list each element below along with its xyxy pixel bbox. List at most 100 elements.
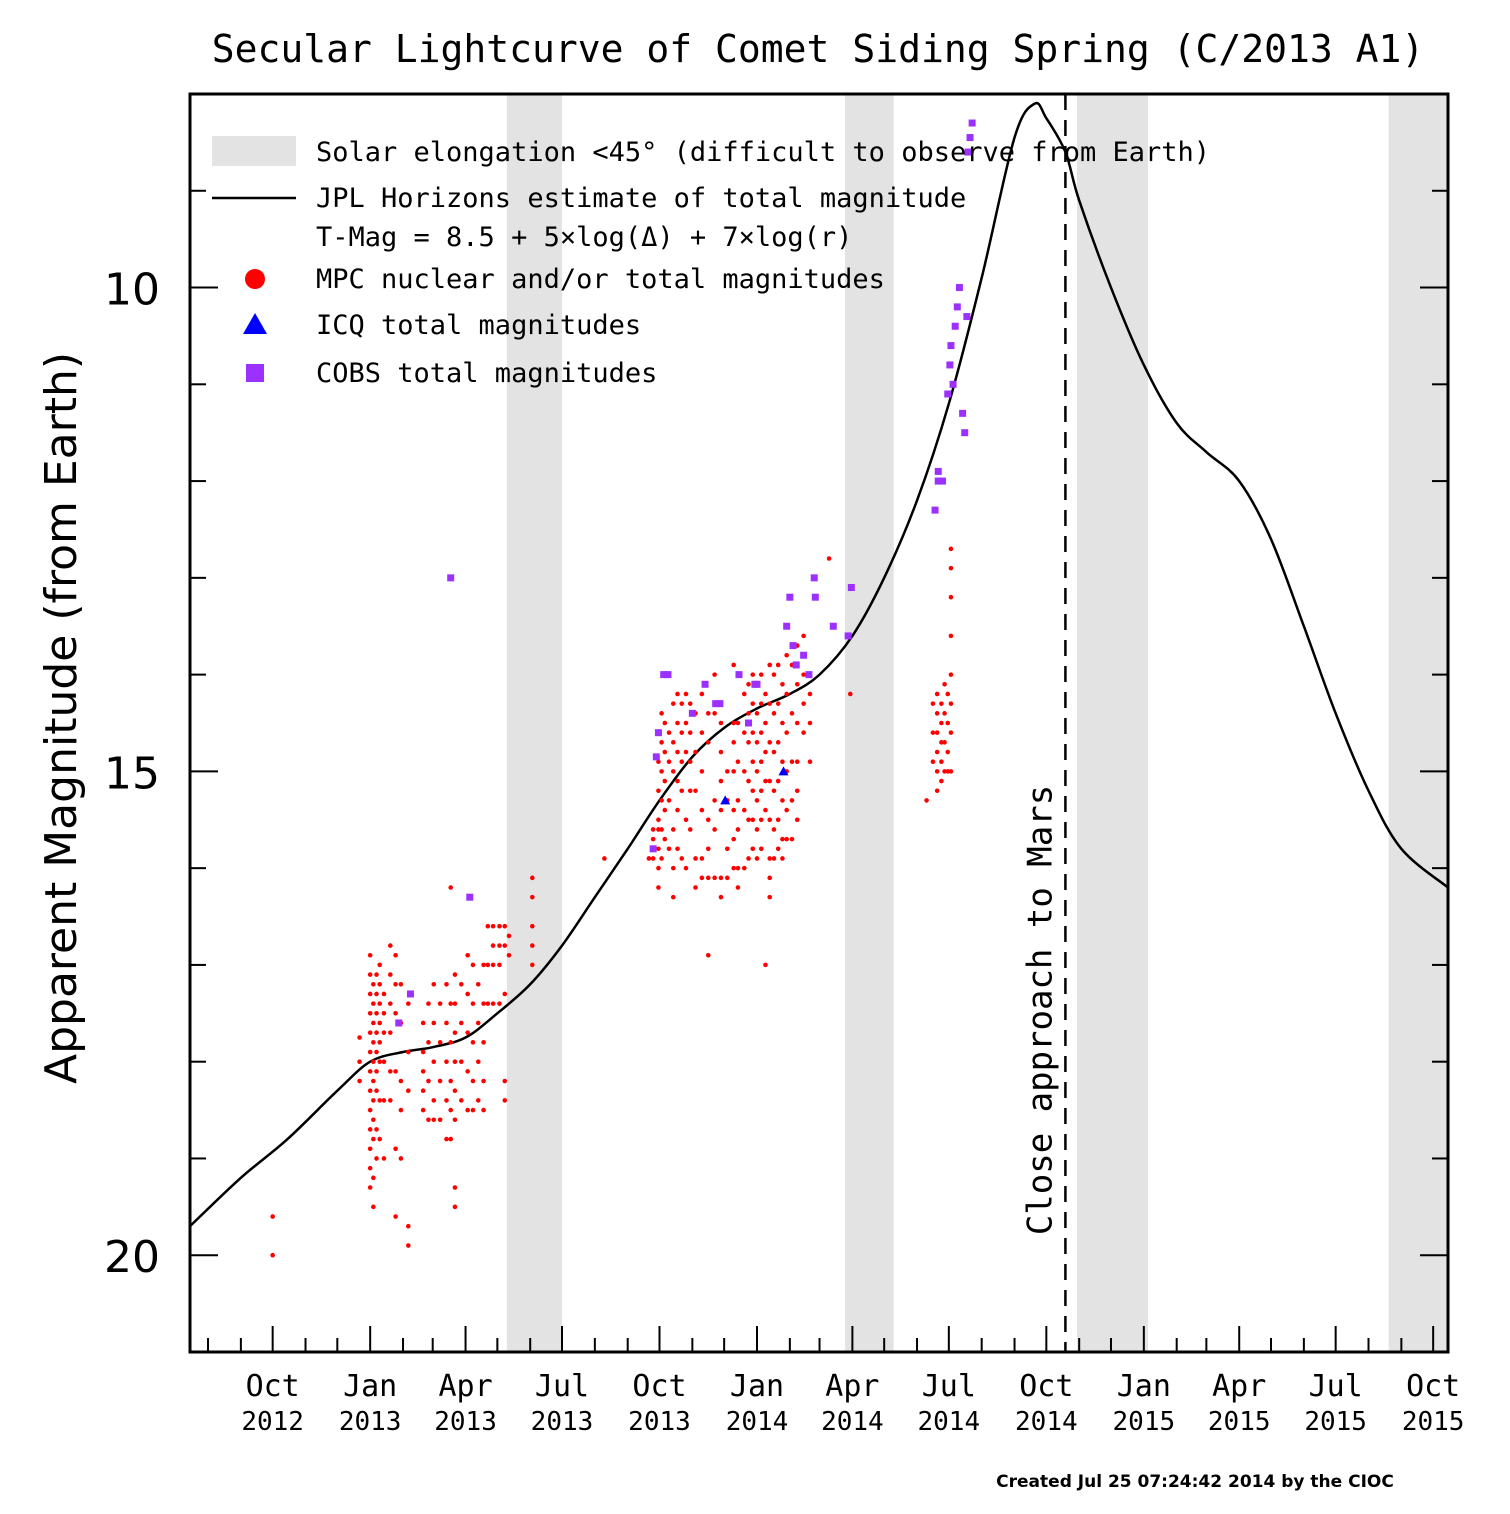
mpc-point xyxy=(485,962,491,968)
mpc-point xyxy=(377,962,383,968)
mpc-point xyxy=(746,711,751,716)
mpc-point xyxy=(444,1098,449,1103)
mpc-point xyxy=(431,1098,437,1103)
chart-title: Secular Lightcurve of Comet Siding Sprin… xyxy=(212,27,1425,71)
cobs-point xyxy=(447,574,455,582)
mpc-point xyxy=(687,759,693,765)
mpc-point xyxy=(771,672,777,677)
mpc-point xyxy=(670,865,676,871)
y-tick-label: 10 xyxy=(104,265,160,316)
mpc-point xyxy=(767,875,773,881)
mpc-point xyxy=(780,856,785,861)
mpc-point xyxy=(758,817,764,823)
mpc-point xyxy=(763,749,768,755)
legend-label: JPL Horizons estimate of total magnitude xyxy=(316,183,966,214)
mpc-point xyxy=(948,672,954,677)
mpc-point xyxy=(656,827,661,832)
mpc-point xyxy=(784,807,789,813)
mpc-point xyxy=(948,769,954,774)
cobs-point xyxy=(800,651,808,659)
cobs-point xyxy=(961,429,969,437)
mpc-point xyxy=(506,933,512,939)
mpc-point xyxy=(465,1107,470,1113)
x-tick-label-month: Jul xyxy=(535,1369,589,1404)
mpc-point xyxy=(705,711,711,716)
mpc-point xyxy=(448,885,454,890)
mpc-point xyxy=(452,1185,458,1190)
cobs-point xyxy=(783,622,791,630)
mpc-point xyxy=(670,740,676,745)
mpc-point xyxy=(393,1214,398,1219)
mpc-point xyxy=(475,1020,481,1026)
mpc-point xyxy=(357,1078,362,1084)
mpc-point xyxy=(437,1040,443,1045)
mpc-point xyxy=(679,856,685,861)
cobs-point xyxy=(701,680,709,688)
mpc-point xyxy=(775,817,781,823)
cobs-point xyxy=(947,342,955,350)
x-tick-label-year: 2014 xyxy=(726,1407,789,1437)
mpc-point xyxy=(794,788,800,794)
mpc-point xyxy=(388,943,393,948)
x-tick-label-year: 2015 xyxy=(1208,1407,1271,1437)
mpc-point xyxy=(659,711,664,716)
jpl-horizons-line xyxy=(189,101,1449,1228)
mpc-point xyxy=(705,875,711,881)
mpc-point xyxy=(675,691,680,697)
mpc-point xyxy=(731,807,736,813)
mpc-point xyxy=(746,856,751,861)
mpc-point xyxy=(775,662,781,668)
mpc-point xyxy=(470,1040,476,1045)
mpc-point xyxy=(426,1001,431,1006)
x-tick-label-year: 2013 xyxy=(531,1407,594,1437)
mpc-point xyxy=(377,1040,383,1045)
mpc-point xyxy=(705,846,711,852)
mpc-point xyxy=(650,856,656,861)
mpc-point xyxy=(741,865,747,871)
mpc-point xyxy=(444,1020,449,1026)
mpc-point xyxy=(388,1001,393,1006)
mpc-point xyxy=(662,720,668,726)
cobs-point xyxy=(735,671,743,679)
mpc-point xyxy=(485,923,491,929)
mpc-point xyxy=(656,865,661,871)
solar-elongation-band xyxy=(1388,94,1448,1352)
mpc-point xyxy=(801,672,806,677)
x-tick-label-month: Jul xyxy=(1309,1369,1363,1404)
solar-elongation-band xyxy=(506,94,562,1352)
mpc-point xyxy=(746,817,751,823)
icq-point xyxy=(720,795,731,805)
mpc-point xyxy=(693,749,698,755)
mpc-point xyxy=(490,943,496,948)
cobs-point xyxy=(395,1019,403,1027)
mpc-point xyxy=(431,1117,437,1123)
mpc-point xyxy=(794,817,800,823)
cobs-point xyxy=(406,990,414,998)
x-tick-label-month: Jul xyxy=(922,1369,976,1404)
mpc-point xyxy=(693,856,698,861)
mpc-point xyxy=(687,788,693,794)
mpc-point xyxy=(750,817,756,823)
mpc-point xyxy=(771,749,777,755)
mpc-point xyxy=(656,817,661,823)
mpc-point xyxy=(939,759,944,765)
mpc-point xyxy=(371,1059,376,1064)
mpc-point xyxy=(746,681,751,687)
mpc-point xyxy=(718,749,724,755)
mpc-point xyxy=(767,701,773,706)
x-tick-label-year: 2013 xyxy=(339,1407,402,1437)
mpc-point xyxy=(398,981,404,987)
mpc-point xyxy=(683,749,689,755)
mpc-point xyxy=(767,662,773,668)
mpc-point xyxy=(367,1030,373,1035)
mpc-point xyxy=(675,846,680,852)
mpc-point xyxy=(718,875,724,881)
mpc-point xyxy=(659,740,664,745)
mpc-point xyxy=(693,788,698,794)
x-tick-label-month: Apr xyxy=(438,1369,492,1404)
mpc-point xyxy=(659,856,664,861)
mpc-point xyxy=(801,633,806,639)
icq-points xyxy=(720,766,789,805)
mpc-point xyxy=(393,952,398,958)
mpc-point xyxy=(475,981,481,987)
